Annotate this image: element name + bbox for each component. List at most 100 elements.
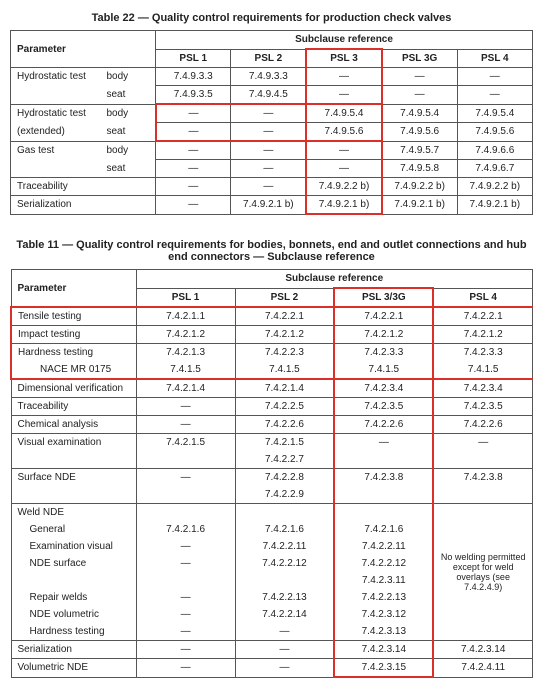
t22-cell: 7.4.9.5.8 [382,160,457,178]
t22-subparam: seat [101,123,156,142]
t22-cell: 7.4.9.5.4 [306,104,381,123]
t22-subclause-header: Subclause reference [156,31,533,50]
t22-cell: — [156,160,231,178]
t11-param-header: Parameter [11,270,136,308]
t22-subparam: body [101,104,156,123]
t22-col-header: PSL 3 [306,49,381,68]
t11-cell: 7.4.2.3.5 [334,398,433,416]
t22-subparam: body [101,141,156,160]
t11-cell: 7.4.2.1.2 [334,326,433,344]
t11-cell: 7.4.2.2.6 [334,416,433,434]
t11-cell: 7.4.2.2.13 [334,589,433,606]
t11-cell: 7.4.2.2.13 [235,589,334,606]
t11-cell: — [136,416,235,434]
t22-cell: — [306,141,381,160]
t22-cell: — [231,123,306,142]
t11-cell: — [433,434,532,452]
t22-cell: — [231,178,306,196]
t22-param [11,160,101,178]
t22-param-header: Parameter [11,31,156,68]
t11-cell: 7.4.2.1.6 [136,521,235,538]
t11-cell: 7.4.2.3.8 [334,469,433,487]
t11-subclause-header: Subclause reference [136,270,533,289]
t11-cell: 7.4.2.2.12 [334,555,433,572]
t11-col-header: PSL 2 [235,288,334,307]
t11-cell: 7.4.2.1.5 [136,434,235,452]
t11-cell: 7.4.2.2.5 [235,398,334,416]
t11-cell: — [334,434,433,452]
t11-cell: 7.4.2.1.3 [136,344,235,362]
t11-cell: — [235,623,334,641]
t11-cell [433,451,532,469]
t22-cell: 7.4.9.2.1 b) [457,196,532,215]
t22-subparam: body [101,68,156,86]
t11-param: General [11,521,136,538]
t11-cell: — [136,659,235,678]
t11-cell [334,504,433,522]
t11-param: Chemical analysis [11,416,136,434]
t11-cell: 7.4.2.2.6 [433,416,532,434]
t22-cell: — [156,178,231,196]
t22-cell: — [306,68,381,86]
t11-cell [136,486,235,504]
t22-cell: 7.4.9.3.3 [231,68,306,86]
t11-cell: 7.4.1.5 [136,361,235,379]
t11-param: Traceability [11,398,136,416]
t22-cell: — [156,196,231,215]
t11-param: Serialization [11,641,136,659]
t11-cell: 7.4.2.4.11 [433,659,532,678]
t22-cell: — [382,86,457,105]
t11-param [11,486,136,504]
t11-param: Dimensional verification [11,379,136,398]
t11-param: Hardness testing [11,623,136,641]
t11-cell: 7.4.2.3.11 [334,572,433,589]
t11-cell: 7.4.2.3.4 [433,379,532,398]
t22-cell: 7.4.9.5.4 [457,104,532,123]
t11-param: NDE volumetric [11,606,136,623]
t11-cell: 7.4.2.2.8 [235,469,334,487]
t11-cell: 7.4.2.1.1 [136,307,235,326]
t11-cell: 7.4.2.2.3 [235,344,334,362]
t11-cell: 7.4.2.1.4 [235,379,334,398]
t11-cell: 7.4.1.5 [433,361,532,379]
t22-cell: — [306,160,381,178]
t11-cell: 7.4.1.5 [334,361,433,379]
t22-subparam: seat [101,86,156,105]
t22-cell: — [156,141,231,160]
t11-cell: 7.4.2.3.5 [433,398,532,416]
t22-cell: — [231,141,306,160]
t11-cell: 7.4.2.1.2 [136,326,235,344]
t11-cell: 7.4.2.3.13 [334,623,433,641]
t11-cell [433,486,532,504]
t11-cell [235,504,334,522]
t22-cell: 7.4.9.2.1 b) [231,196,306,215]
t11-cell: — [136,606,235,623]
t11-cell: 7.4.2.3.14 [334,641,433,659]
t11-cell: 7.4.2.2.1 [334,307,433,326]
t11-cell: 7.4.2.3.15 [334,659,433,678]
t22-col-header: PSL 3G [382,49,457,68]
t22-cell: 7.4.9.5.6 [382,123,457,142]
t11-cell: — [136,469,235,487]
t22-cell: — [156,104,231,123]
t11-cell [235,572,334,589]
t22-param: Hydrostatic test [11,68,101,86]
t11-col-header: PSL 1 [136,288,235,307]
t22-cell: 7.4.9.6.6 [457,141,532,160]
t22-cell: — [457,86,532,105]
t11-cell: 7.4.2.1.2 [235,326,334,344]
t22-col-header: PSL 4 [457,49,532,68]
t11-cell: 7.4.2.3.3 [334,344,433,362]
t11-cell: 7.4.2.3.4 [334,379,433,398]
t22-cell: 7.4.9.5.6 [306,123,381,142]
t11-col-header: PSL 3/3G [334,288,433,307]
t22-cell: 7.4.9.5.4 [382,104,457,123]
t11-cell: 7.4.2.2.1 [433,307,532,326]
t11-param: Volumetric NDE [11,659,136,678]
t11-cell: 7.4.2.1.4 [136,379,235,398]
t22-col-header: PSL 1 [156,49,231,68]
t11-cell: 7.4.2.2.7 [235,451,334,469]
t11-param: Repair welds [11,589,136,606]
t22-cell: — [231,160,306,178]
t11-param [11,572,136,589]
